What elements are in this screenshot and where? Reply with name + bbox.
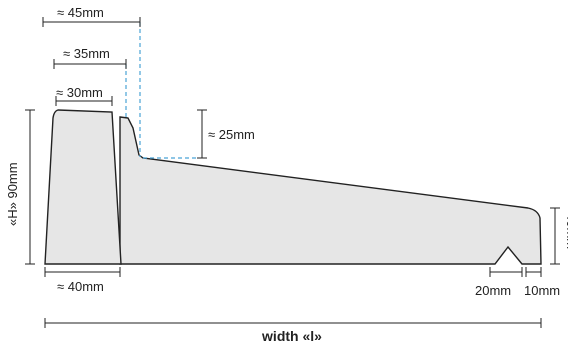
dimension-lines (25, 17, 560, 328)
guide-lines (125, 22, 198, 159)
profile-front-block (44, 109, 122, 265)
label-10mm: 10mm (524, 283, 560, 298)
label-35mm: ≈ 35mm (63, 46, 110, 61)
label-30mm: ≈ 30mm (56, 85, 103, 100)
label-width: width «l» (261, 328, 322, 344)
profile-body (119, 116, 542, 265)
label-20mm: 20mm (475, 283, 511, 298)
label-40mm: ≈ 40mm (57, 279, 104, 294)
label-25mm: ≈ 25mm (208, 127, 255, 142)
label-right-40mm: 40mm (564, 213, 568, 249)
label-45mm: ≈ 45mm (57, 5, 104, 20)
label-height-90mm: «H» 90mm (5, 162, 20, 226)
